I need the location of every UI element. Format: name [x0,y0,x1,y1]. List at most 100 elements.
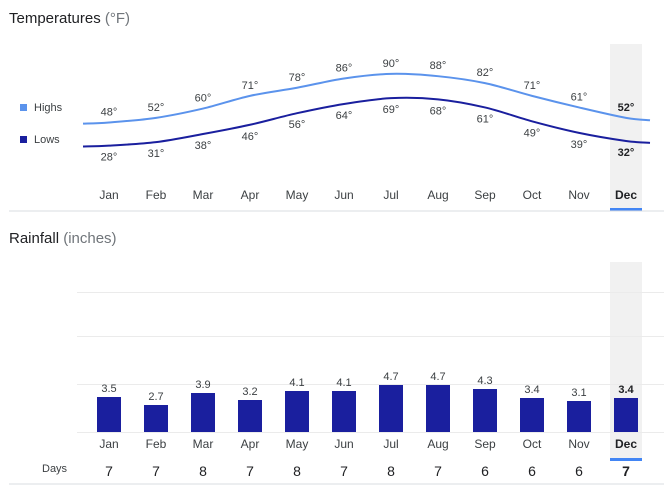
rain-month-label: May [286,437,309,451]
rainfall-bar [614,398,638,432]
low-temp-label: 68° [430,105,447,117]
temp-month-label: Nov [568,188,589,202]
rainfall-bar [520,398,544,432]
low-temp-label: 49° [524,127,541,139]
high-temp-label: 61° [571,91,588,103]
low-temp-label: 32° [618,147,635,159]
temp-month-label: Aug [427,188,448,202]
low-temp-label: 39° [571,139,588,151]
temp-month-label: May [286,188,309,202]
temperature-x-axis: Jan Feb Mar Apr May Jun Jul Aug Sep Oct Nov Dec [99,188,637,202]
rainfall-labels: 3.5 2.7 3.9 3.2 4.1 4.1 4.7 4.7 4.3 3.4 3.1 3.4 [101,371,634,403]
legend-lows-label: Lows [34,134,60,146]
rain-month-label: Oct [523,437,542,451]
rainfall-bar [144,405,168,432]
high-temp-label: 71° [524,80,541,92]
temperature-labels: 48° 52° 60° 71° 78° 86° 90° 88° 82° 71° 61° 52° 28° 3… [101,58,635,164]
low-temp-label: 28° [101,152,118,164]
low-temp-label: 46° [242,131,259,143]
high-temp-label: 60° [195,93,212,105]
temperature-legend: Highs Lows [20,102,63,146]
temp-month-label: Mar [193,188,214,202]
rainfall-value-label: 3.4 [618,384,634,396]
rainfall-bar [97,397,121,432]
rainfall-bar [379,385,403,432]
high-temp-label: 52° [618,102,635,114]
low-temp-label: 31° [148,148,165,160]
rain-month-label: Sep [474,437,496,451]
high-temp-label: 86° [336,62,353,74]
temp-month-label: Dec [615,188,637,202]
rainfall-value-label: 3.4 [524,384,539,396]
days-value: 7 [105,463,113,479]
legend-lows-swatch [20,136,27,143]
selected-month-underline-temps [610,208,642,211]
rainfall-value-label: 3.9 [195,379,210,391]
days-value: 8 [293,463,301,479]
low-temp-label: 69° [383,104,400,116]
days-value: 8 [387,463,395,479]
temperatures-title: Temperatures (°F) [9,10,131,27]
rain-month-label: Mar [193,437,214,451]
legend-highs-label: Highs [34,102,63,114]
rain-month-label: Jan [99,437,118,451]
rainfall-bar [238,400,262,432]
high-temp-label: 90° [383,58,400,70]
rain-month-label: Apr [241,437,260,451]
days-value: 7 [340,463,348,479]
temperature-lines [82,72,651,148]
rainfall-value-label: 4.3 [477,375,492,387]
temp-month-label: Apr [241,188,260,202]
days-label: Days [42,463,68,475]
rain-month-label: Feb [146,437,167,451]
low-temp-label: 61° [477,113,494,125]
rainfall-bar [285,391,309,432]
days-value: 6 [481,463,489,479]
selected-month-highlight-temps [610,44,642,209]
legend-highs-swatch [20,104,27,111]
rainfall-bars [97,385,638,432]
rainfall-value-label: 3.5 [101,383,116,395]
days-value: 7 [246,463,254,479]
days-value: 8 [199,463,207,479]
days-value: 7 [434,463,442,479]
high-temp-label: 82° [477,67,494,79]
series-line-lows [82,96,651,148]
rainfall-value-label: 2.7 [148,391,163,403]
days-value: 7 [152,463,160,479]
rainfall-value-label: 4.7 [430,371,445,383]
rainfall-value-label: 3.1 [571,387,586,399]
temp-month-label: Jul [383,188,398,202]
high-temp-label: 78° [289,72,306,84]
temp-month-label: Oct [523,188,542,202]
temp-month-label: Sep [474,188,496,202]
days-value: 6 [528,463,536,479]
high-temp-label: 52° [148,102,165,114]
rain-month-label: Nov [568,437,589,451]
selected-month-underline-days [610,458,642,461]
days-row: 7 7 8 7 8 7 8 7 6 6 6 7 [105,463,630,479]
days-value: 7 [622,463,630,479]
rainfall-bar [426,385,450,432]
rainfall-x-axis: Jan Feb Mar Apr May Jun Jul Aug Sep Oct Nov Dec [99,437,637,451]
high-temp-label: 71° [242,80,259,92]
temp-month-label: Feb [146,188,167,202]
rainfall-bar [567,401,591,432]
rainfall-bar [332,391,356,432]
rainfall-gridlines [77,292,664,433]
rainfall-bar [473,389,497,432]
rainfall-value-label: 3.2 [242,386,257,398]
rainfall-bar [191,393,215,432]
low-temp-label: 64° [336,110,353,122]
low-temp-label: 38° [195,140,212,152]
rain-month-label: Jul [383,437,398,451]
low-temp-label: 56° [289,119,306,131]
high-temp-label: 88° [430,60,447,72]
high-temp-label: 48° [101,106,118,118]
rain-month-label: Aug [427,437,448,451]
rainfall-value-label: 4.1 [336,377,351,389]
series-line-highs [82,72,651,125]
rainfall-value-label: 4.7 [383,371,398,383]
rain-month-label: Dec [615,437,637,451]
